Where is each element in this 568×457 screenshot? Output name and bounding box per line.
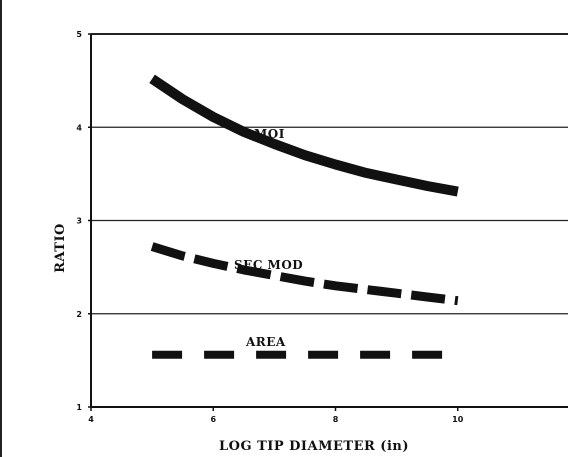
y-tick-label-5: 5 — [76, 30, 82, 39]
x-tick-label-6: 6 — [210, 415, 216, 424]
area-series-label: AREA — [245, 335, 286, 349]
y-axis-title: RATIO — [53, 223, 68, 273]
grid-lines — [91, 33, 568, 315]
y-tick-label-4: 4 — [76, 123, 82, 132]
moi-series-line — [149, 74, 459, 197]
y-tick-label-2: 2 — [76, 310, 82, 319]
sec-mod-series-label: SEC MOD — [234, 258, 303, 272]
moi-series-label: MOI — [254, 127, 285, 141]
x-tick-label-8: 8 — [333, 415, 339, 424]
x-tick-label-10: 10 — [452, 415, 464, 424]
sec-mod-series-line — [150, 242, 459, 306]
series-lines — [149, 74, 459, 359]
y-tick-label-1: 1 — [76, 403, 82, 412]
axes — [88, 33, 568, 411]
tick-labels: 1 2 3 4 5 4 6 8 10 — [76, 30, 463, 424]
x-axis-title: LOG TIP DIAMETER (in) — [219, 439, 409, 454]
x-tick-label-4: 4 — [88, 415, 94, 424]
y-tick-label-3: 3 — [76, 217, 82, 226]
